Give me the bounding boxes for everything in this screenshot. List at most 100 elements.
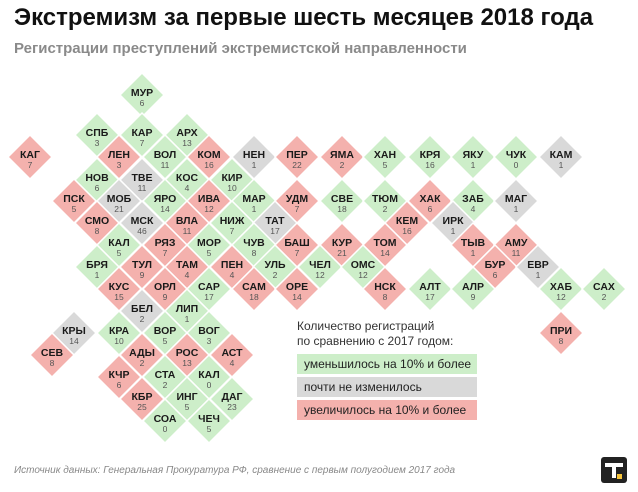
region-value-label: 7 <box>230 226 235 236</box>
region-value-label: 12 <box>315 270 325 280</box>
region-code-label: ОРЕ <box>286 281 308 293</box>
region-value-label: 1 <box>252 160 257 170</box>
region-value-label: 8 <box>95 226 100 236</box>
region-code-label: ОРЛ <box>154 281 176 293</box>
region-diamond <box>449 265 497 313</box>
region-diamond <box>28 331 76 379</box>
region-value-label: 6 <box>493 270 498 280</box>
region-value-label: 18 <box>249 292 259 302</box>
region-value-label: 6 <box>140 98 145 108</box>
region-code-label: ДАГ <box>221 391 242 403</box>
region-code-label: ЗАБ <box>462 193 484 205</box>
region-code-label: ИРК <box>443 215 465 227</box>
region-value-label: 9 <box>163 292 168 302</box>
region-value-label: 1 <box>95 270 100 280</box>
region-code-label: АМУ <box>505 237 528 249</box>
region-value-label: 11 <box>161 160 170 170</box>
region-value-label: 0 <box>207 380 212 390</box>
region-code-label: ПСК <box>63 193 85 205</box>
region-code-label: ТАМ <box>176 259 198 271</box>
region-value-label: 1 <box>451 226 456 236</box>
region-value-label: 2 <box>163 380 168 390</box>
region-code-label: БРЯ <box>86 259 108 271</box>
region-value-label: 3 <box>207 336 212 346</box>
region-code-label: КИР <box>222 172 243 184</box>
legend-title-line2: по сравнению с 2017 годом: <box>297 334 454 348</box>
region-value-label: 8 <box>50 358 55 368</box>
region-code-label: НЕН <box>243 149 265 161</box>
region-value-label: 2 <box>383 204 388 214</box>
region-code-label: ОМС <box>351 259 376 271</box>
region-code-label: САМ <box>242 281 266 293</box>
region-code-label: ЛИП <box>176 303 198 315</box>
region-value-label: 7 <box>163 248 168 258</box>
region-code-label: ЯРО <box>154 193 177 205</box>
region-code-label: МОР <box>197 237 221 249</box>
region-code-label: МОБ <box>107 193 132 205</box>
region-code-label: НИЖ <box>220 215 245 227</box>
region-value-label: 5 <box>72 204 77 214</box>
region-code-label: ТУЛ <box>132 259 152 271</box>
region-code-label: ЕВР <box>527 259 549 271</box>
t-logo-icon <box>601 457 627 483</box>
region-code-label: КЕМ <box>396 215 418 227</box>
region-code-label: ПЕН <box>221 259 243 271</box>
region-value-label: 12 <box>358 270 368 280</box>
legend-title-line1: Количество регистраций <box>297 319 435 333</box>
region-code-label: ТЫВ <box>461 237 486 249</box>
region-code-label: КБР <box>132 391 153 403</box>
region-value-label: 7 <box>295 204 300 214</box>
region-code-label: СОА <box>154 413 177 425</box>
region-value-label: 1 <box>471 248 476 258</box>
region-code-label: КУР <box>332 237 352 249</box>
region-value-label: 17 <box>204 292 214 302</box>
region-value-label: 11 <box>138 183 147 193</box>
region-value-label: 10 <box>227 183 237 193</box>
region-diamond <box>537 133 585 181</box>
region-value-label: 0 <box>163 424 168 434</box>
region-value-label: 12 <box>204 204 214 214</box>
region-code-label: КЧР <box>108 369 129 381</box>
region-value-label: 11 <box>183 226 192 236</box>
region-diamond <box>6 133 54 181</box>
region-code-label: СПБ <box>86 127 109 139</box>
region-code-label: АРХ <box>176 127 197 139</box>
region-value-label: 10 <box>114 336 124 346</box>
region-value-label: 14 <box>69 336 79 346</box>
region-value-label: 1 <box>471 160 476 170</box>
region-value-label: 1 <box>559 160 564 170</box>
region-value-label: 4 <box>471 204 476 214</box>
region-value-label: 11 <box>512 248 521 258</box>
region-code-label: РЯЗ <box>155 237 176 249</box>
region-value-label: 18 <box>337 204 347 214</box>
region-code-label: КОС <box>176 172 199 184</box>
region-value-label: 5 <box>185 402 190 412</box>
region-code-label: КРЫ <box>62 325 86 337</box>
region-diamond <box>580 265 628 313</box>
region-value-label: 5 <box>163 336 168 346</box>
region-diamond <box>273 265 321 313</box>
region-code-label: МАР <box>242 193 265 205</box>
region-value-label: 21 <box>337 248 347 258</box>
region-value-label: 8 <box>252 248 257 258</box>
region-code-label: НСК <box>374 281 396 293</box>
region-code-label: ЧУВ <box>243 237 265 249</box>
region-value-label: 25 <box>137 402 147 412</box>
region-code-label: ТАТ <box>265 215 285 227</box>
region-code-label: ТЮМ <box>372 193 398 205</box>
region-value-label: 5 <box>117 248 122 258</box>
region-code-label: КУС <box>109 281 130 293</box>
legend-title: Количество регистраций по сравнению с 20… <box>297 319 477 349</box>
region-value-label: 12 <box>556 292 566 302</box>
region-code-label: КОМ <box>197 149 221 161</box>
legend-item-decrease: уменьшилось на 10% и более <box>297 354 477 374</box>
